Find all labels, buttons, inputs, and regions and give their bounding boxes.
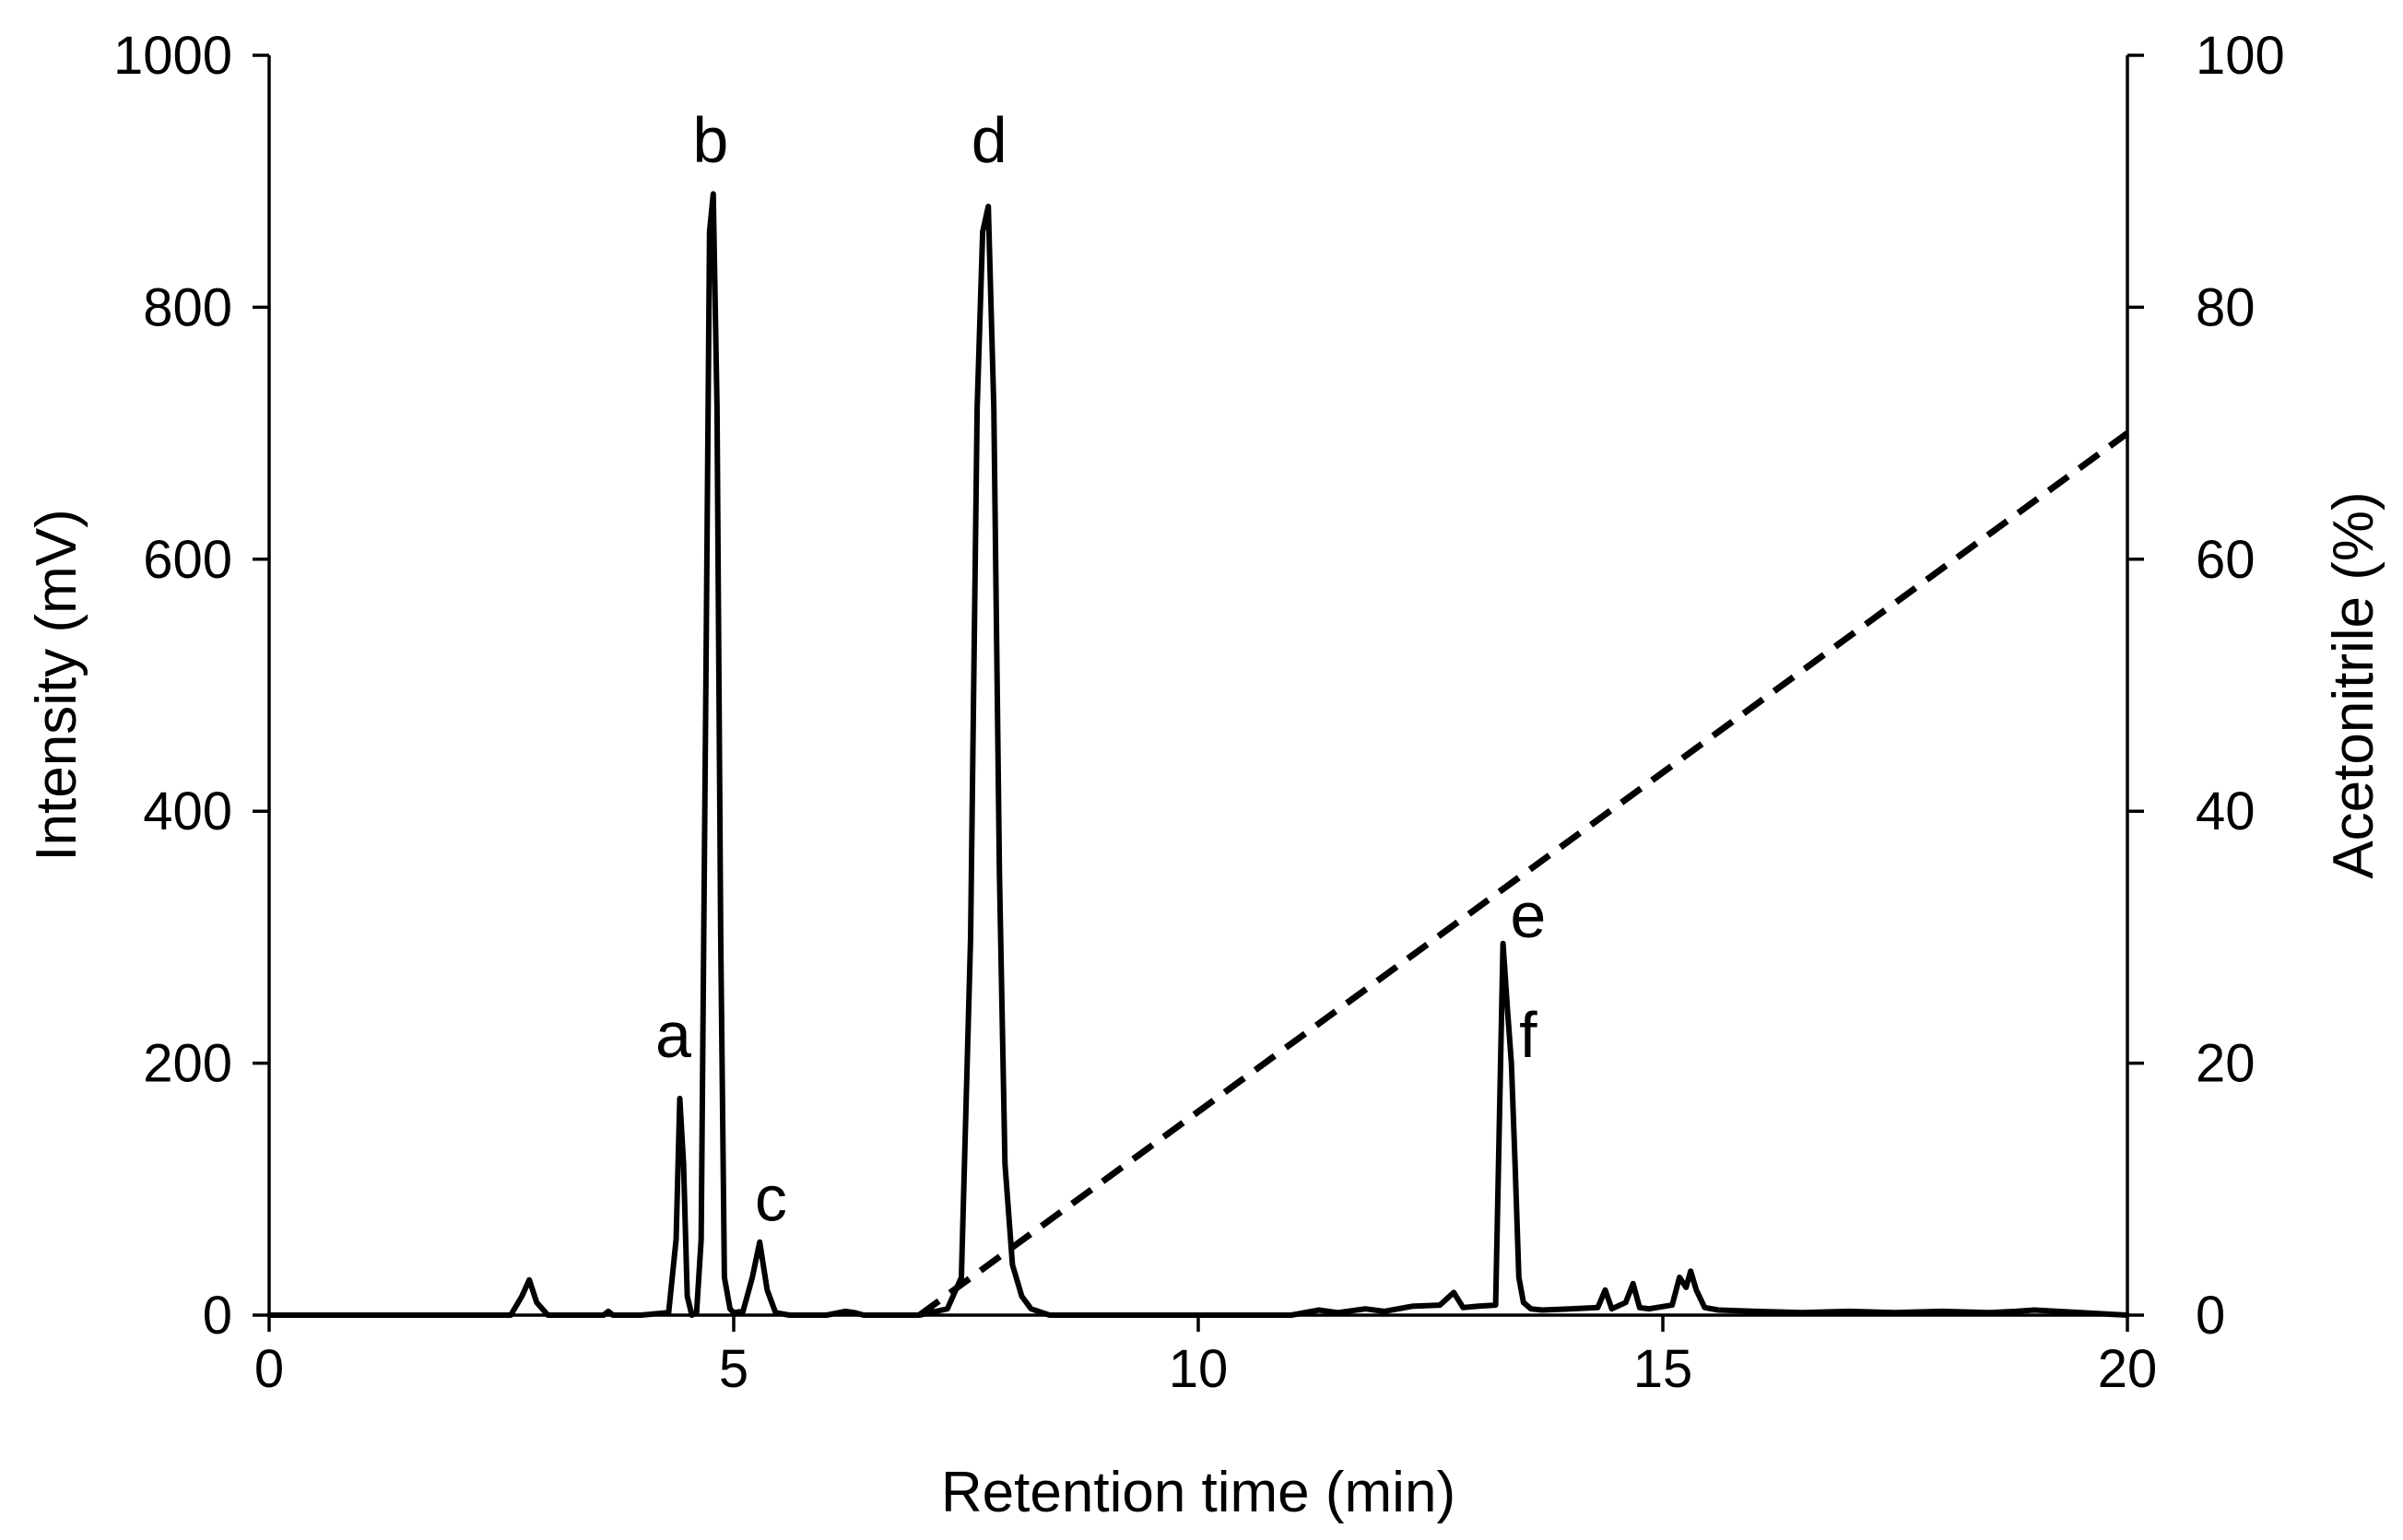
intensity-trace <box>266 191 2130 1318</box>
y-tick-label: 0 <box>203 1286 232 1346</box>
acetonitrile-gradient-line <box>917 430 2130 1318</box>
x-tick-label: 0 <box>254 1339 284 1399</box>
y-tick-label: 400 <box>143 782 232 841</box>
series-group <box>266 191 2130 1318</box>
peak-labels-group: a b c d ef <box>655 104 1546 1234</box>
y-axis-title: Intensity (mV) <box>25 509 88 861</box>
x-axis-title: Retention time (min) <box>941 1461 1455 1524</box>
y2-axis-title: Acetonitrile (%) <box>2322 491 2385 878</box>
y-tick-label: 200 <box>143 1034 232 1094</box>
x-tick-label: 20 <box>2098 1339 2158 1399</box>
y2-tick-label: 60 <box>2196 530 2256 590</box>
y-tick-label: 800 <box>143 277 232 337</box>
y2-tick-label: 100 <box>2196 26 2285 86</box>
x-tick-label: 15 <box>1633 1339 1693 1399</box>
y2-tick-label: 80 <box>2196 277 2256 337</box>
y-tick-label: 600 <box>143 530 232 590</box>
y2-tick-label: 40 <box>2196 782 2256 841</box>
y2-tick-label: 0 <box>2196 1286 2225 1346</box>
peak-label-b: b <box>692 104 728 176</box>
x-tick-label: 10 <box>1169 1339 1229 1399</box>
y2-tick-label: 20 <box>2196 1034 2256 1094</box>
peak-label-f: f <box>1519 999 1537 1071</box>
peak-label-e: e <box>1510 879 1546 951</box>
x-tick-label: 5 <box>719 1339 748 1399</box>
peak-label-d: d <box>972 104 1007 176</box>
peak-label-a: a <box>655 999 691 1071</box>
peak-label-c: c <box>755 1162 787 1234</box>
axes-group <box>253 53 2144 1332</box>
y-tick-label: 1000 <box>113 26 232 86</box>
